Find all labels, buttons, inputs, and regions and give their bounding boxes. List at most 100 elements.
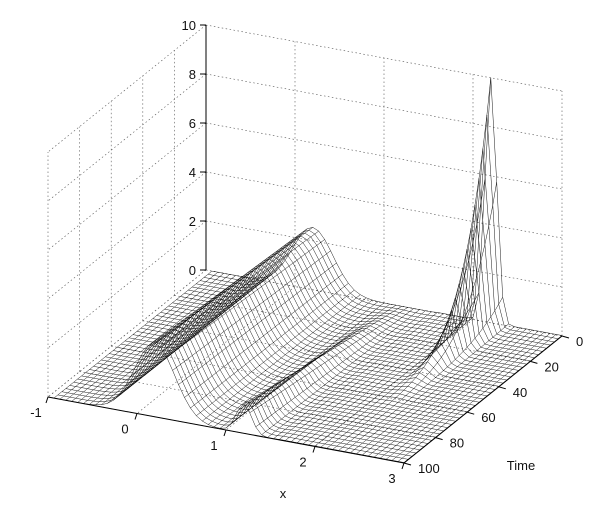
- mesh-line-x-32: [237, 305, 397, 411]
- mesh-line-x-14: [130, 254, 290, 376]
- mesh-line-x-29: [219, 301, 379, 429]
- z-tick-label-1: 2: [189, 214, 196, 229]
- mesh-line-x-7: [89, 277, 248, 405]
- time-tick-1: [530, 360, 538, 364]
- time-tick-2: [498, 386, 506, 390]
- x-tick-1: [134, 413, 138, 420]
- mesh-line-x-36: [261, 309, 420, 435]
- mesh-line-x-19: [160, 230, 319, 348]
- mesh-line-x-17: [148, 228, 308, 346]
- time-tick-5: [403, 462, 412, 466]
- mesh-line-x-1: [53, 270, 213, 399]
- mesh-line-x-9: [101, 277, 260, 405]
- x-tick-label-1: 0: [121, 422, 128, 437]
- grid-floor-x-3: [314, 319, 474, 447]
- mesh-line-x-4: [71, 274, 230, 402]
- time-tick-4: [435, 437, 443, 441]
- mesh-line-x-45: [314, 317, 474, 447]
- grid-back-z-5: [205, 24, 563, 92]
- mesh-line-x-21: [172, 250, 331, 371]
- mesh-line-x-60: [403, 335, 563, 463]
- mesh-line-x-24: [190, 283, 349, 409]
- grid-floor-t-2: [142, 320, 499, 388]
- grid-floor-x-2: [225, 302, 385, 431]
- z-tick-label-3: 6: [189, 116, 196, 131]
- x-tick-2: [223, 429, 227, 437]
- mesh-line-x-25: [196, 289, 355, 416]
- time-tick-label-2: 40: [513, 385, 527, 400]
- mesh-line-x-26: [202, 294, 361, 422]
- x-tick-3: [312, 446, 316, 453]
- mesh-line-x-10: [107, 276, 266, 404]
- mesh-line-time-39: [57, 340, 408, 460]
- mesh-line-x-22: [178, 262, 337, 385]
- mesh-line-x-31: [231, 303, 391, 423]
- time-tick-label-5: 100: [418, 461, 440, 476]
- time-tick-label-3: 60: [481, 410, 495, 425]
- mesh-line-x-58: [391, 333, 551, 461]
- time-tick-label-1: 20: [544, 359, 558, 374]
- x-tick-label-2: 1: [210, 438, 217, 453]
- mesh-line-x-48: [332, 77, 492, 450]
- mesh-line-x-52: [356, 326, 515, 454]
- grid-side-z-4: [47, 73, 207, 202]
- mesh-line-time-0: [211, 77, 563, 336]
- mesh-line-x-53: [362, 327, 521, 455]
- x-tick-label-4: 3: [388, 471, 395, 486]
- z-tick-label-2: 4: [189, 165, 196, 180]
- grid-floor-t-1: [174, 295, 531, 362]
- axes: [45, 24, 570, 470]
- mesh-line-time-40: [53, 343, 405, 463]
- mesh-line-x-8: [95, 277, 254, 405]
- mesh-line-x-51: [350, 323, 509, 453]
- mesh-line-x-3: [65, 273, 224, 401]
- mesh-line-x-40: [285, 313, 444, 441]
- time-axis-line: [403, 335, 563, 464]
- mesh-line-x-59: [397, 334, 557, 462]
- mesh-line-x-54: [368, 328, 527, 457]
- mesh-line-x-37: [267, 310, 426, 438]
- grid-side-z-1: [47, 220, 207, 349]
- mesh-line-x-13: [124, 263, 284, 387]
- surface-mesh: [53, 77, 563, 463]
- mesh-line-x-28: [213, 299, 373, 427]
- mesh-line-x-42: [297, 315, 456, 443]
- mesh-line-x-33: [243, 306, 402, 405]
- time-tick-label-4: 80: [450, 436, 464, 451]
- time-tick-label-0: 0: [576, 334, 583, 349]
- mesh-line-x-35: [255, 308, 414, 428]
- mesh-line-x-49: [338, 181, 497, 451]
- mesh-line-x-56: [380, 330, 539, 459]
- mesh-line-x-27: [208, 297, 367, 425]
- mesh-line-x-46: [320, 292, 480, 448]
- grid-back-z-2: [205, 171, 563, 239]
- grid-back-z-4: [205, 73, 563, 141]
- grid-back-z-3: [205, 122, 563, 190]
- grid-side-z-3: [47, 122, 207, 251]
- x-tick-0: [45, 396, 49, 404]
- mesh-line-x-20: [166, 239, 325, 358]
- x-tick-4: [401, 462, 405, 470]
- grid-back-z-1: [205, 220, 563, 288]
- x-tick-label-3: 2: [299, 455, 306, 470]
- x-tick-label-0: -1: [30, 405, 42, 420]
- z-tick-label-5: 10: [182, 18, 196, 33]
- grid-side-z-2: [47, 171, 207, 300]
- mesh-line-x-57: [386, 332, 545, 460]
- mesh-line-x-2: [59, 272, 219, 400]
- mesh-line-x-41: [291, 314, 450, 442]
- mesh-line-x-6: [83, 276, 242, 404]
- z-tick-label-4: 8: [189, 67, 196, 82]
- tick-labels: -1 0 1 2 3 0 20 40 60 80 100 0 2 4 6 8 10: [30, 18, 583, 486]
- x-axis-label: x: [280, 486, 287, 501]
- time-axis-label: Time: [507, 458, 535, 473]
- mesh-line-x-47: [326, 179, 486, 449]
- mesh-line-x-38: [273, 311, 432, 439]
- mesh-line-time-4: [196, 204, 547, 349]
- grid-side-z-5: [47, 24, 207, 153]
- mesh-line-x-34: [249, 307, 408, 413]
- grid-floor-t-4: [79, 371, 436, 438]
- mesh-line-x-44: [308, 317, 468, 446]
- grid-lines: [47, 24, 563, 464]
